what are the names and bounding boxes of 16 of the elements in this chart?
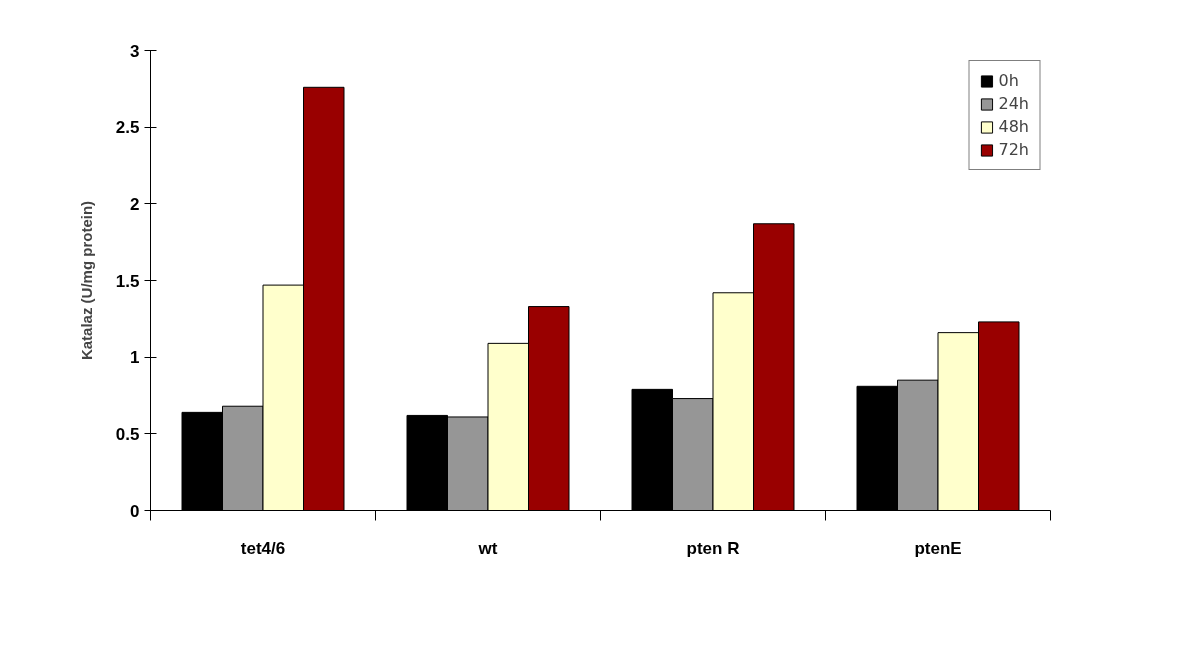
- x-tick-label: wt: [477, 538, 498, 558]
- y-tick-label: 1: [130, 348, 140, 368]
- y-tick-label: 0: [130, 501, 140, 521]
- x-tick-label: tet4/6: [240, 538, 286, 558]
- legend-label: 48h: [998, 117, 1029, 136]
- y-tick-label: 2.5: [115, 118, 140, 138]
- y-axis-title: Katalaz (U/mg protein): [77, 200, 95, 361]
- x-tick-label: ptenE: [914, 538, 962, 558]
- legend-label: 24h: [998, 94, 1029, 113]
- y-tick-label: 3: [130, 41, 140, 61]
- y-tick-label: 1.5: [115, 271, 140, 291]
- legend-label: 72h: [998, 140, 1029, 159]
- x-tick-label: pten R: [686, 538, 740, 558]
- y-tick-label: 2: [130, 194, 140, 214]
- y-tick-label: 0.5: [115, 424, 140, 444]
- legend-label: 0h: [998, 71, 1019, 90]
